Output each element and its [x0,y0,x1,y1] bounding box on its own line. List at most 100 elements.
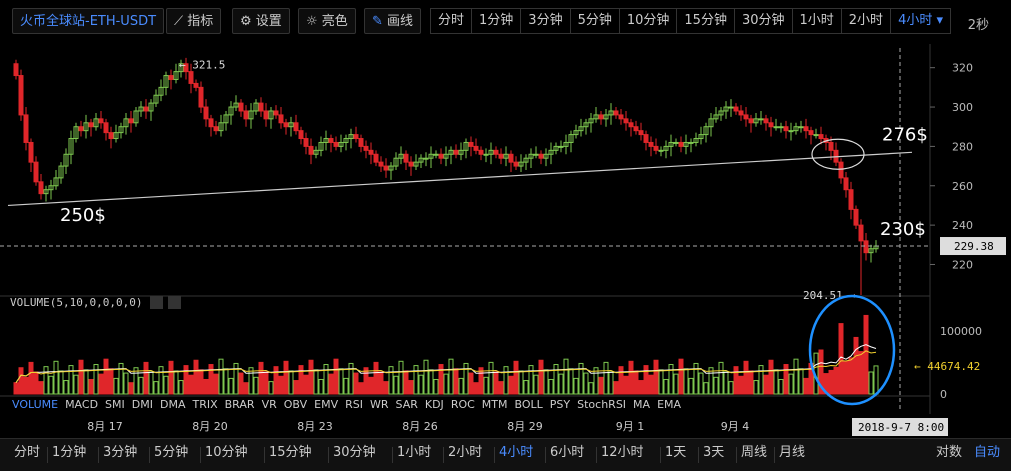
candle-body [273,110,279,116]
indicator-tab-kdj[interactable]: KDJ [424,398,444,411]
volume-bar [153,381,159,395]
period-3[interactable]: 5分钟 [154,445,189,460]
volume-bar [768,359,774,395]
period-2[interactable]: 3分钟 [103,445,138,460]
volume-bar [408,380,414,395]
indicator-tab-sar[interactable]: SAR [395,398,418,411]
timeframe-1[interactable]: 1分钟 [472,9,522,33]
top-toolbar: 火币全球站-ETH-USDT ⟋ 指标 ⚙ 设置 ☼ 亮色 ✎ 画线 分时 1分钟… [0,0,1011,44]
volume-bar [538,359,544,395]
period-10[interactable]: 6小时 [550,445,585,460]
period-separator [149,447,150,463]
symbol-selector[interactable]: 火币全球站-ETH-USDT [12,8,165,34]
indicator-tab-dma[interactable]: DMA [159,398,186,411]
indicator-tab-mtm[interactable]: MTM [481,398,508,411]
volume-bar [653,359,659,395]
indicator-tab-ma[interactable]: MA [633,398,651,411]
volume-ma10-line [15,350,877,383]
period-8[interactable]: 2小时 [448,445,483,460]
indicator-tab-obv[interactable]: OBV [283,398,308,411]
volume-bar [148,371,154,395]
candle-body [373,153,379,163]
sun-icon: ☼ [306,14,322,29]
period-7[interactable]: 1小时 [397,445,432,460]
volume-bar [688,377,694,395]
candle-body [268,110,274,120]
period-5[interactable]: 15分钟 [269,445,312,460]
candle-body [433,153,439,156]
candle-body [323,138,329,143]
indicator-tab-ema[interactable]: EMA [657,398,682,411]
indicator-tab-stochrsi[interactable]: StochRSI [577,398,627,411]
period-12[interactable]: 1天 [665,445,687,460]
volume-bar [523,380,529,395]
indicator-tab-boll[interactable]: BOLL [514,398,543,411]
indicator-tab-vr[interactable]: VR [261,398,277,411]
volume-bar [163,375,169,395]
volume-bar [448,358,454,395]
period-13[interactable]: 3天 [703,445,725,460]
timeframe-3[interactable]: 5分钟 [571,9,620,33]
brightness-button[interactable]: ☼ 亮色 [298,8,356,34]
volume-bar [108,368,114,395]
period-15[interactable]: 月线 [779,445,806,460]
indicator-tab-smi[interactable]: SMI [105,398,125,411]
high-label: ← 321.5 [179,59,225,72]
volume-bar [853,336,859,395]
timeframe-2[interactable]: 3分钟 [521,9,571,33]
timeframe-5[interactable]: 15分钟 [677,9,735,33]
timeframe-6[interactable]: 30分钟 [735,9,793,33]
volume-bar [718,361,724,395]
candle-body [233,102,239,108]
indicator-tab-rsi[interactable]: RSI [345,398,363,411]
volume-bar [508,375,514,395]
indicator-tab-macd[interactable]: MACD [65,398,99,411]
timeframe-7[interactable]: 1小时 [793,9,842,33]
volume-bar [728,381,734,395]
volume-bar [258,361,264,395]
volume-bar [193,359,199,395]
candle-body [338,141,344,147]
indicator-tab-brar[interactable]: BRAR [224,398,255,411]
timeframe-8[interactable]: 2小时 [842,9,892,33]
indicator-tab-dmi[interactable]: DMI [131,398,153,411]
period-9[interactable]: 4小时 [499,445,534,460]
kline-chart[interactable]: 220 240 260 280 300 320 229.38 ← 321.5 204.51 → 2… [0,44,1011,438]
volume-bar [713,376,719,395]
period-6[interactable]: 30分钟 [333,445,376,460]
draw-button[interactable]: ✎ 画线 [364,8,422,34]
period-4[interactable]: 10分钟 [205,445,248,460]
indicator-tab-wr[interactable]: WR [369,398,389,411]
volume-bar [753,380,759,395]
volume-bar [383,381,389,395]
indicator-tab-roc[interactable]: ROC [450,398,475,411]
candle-body [78,126,84,132]
timeframe-9[interactable]: 4小时 ▾ [898,13,943,28]
indicator-tab-trix[interactable]: TRIX [192,398,218,411]
candle-body [758,118,764,121]
period-14[interactable]: 周线 [741,445,768,460]
volume-bar [253,376,259,395]
indicators-button[interactable]: ⟋ 指标 [166,8,222,34]
period-1[interactable]: 1分钟 [52,445,87,460]
candle-body [393,157,399,167]
volume-bar [198,369,204,395]
settings-button[interactable]: ⚙ 设置 [232,8,290,34]
indicator-tab-volume[interactable]: VOLUME [12,398,59,411]
volume-bar [843,360,849,395]
indicator-tab-psy[interactable]: PSY [549,398,571,411]
indicator-tab-emv[interactable]: EMV [314,398,339,411]
volume-bar [548,378,554,395]
auto-scale-toggle[interactable]: 自动 [974,445,1001,460]
current-price-label: 229.38 [954,240,994,253]
candle-body [838,161,844,179]
period-11[interactable]: 12小时 [601,445,644,460]
candle-body [598,114,604,120]
volume-bar [628,360,634,395]
volume-bar [638,380,644,395]
timeframe-0[interactable]: 分时 [431,9,473,33]
period-0[interactable]: 分时 [14,445,41,460]
timeframe-4[interactable]: 10分钟 [620,9,678,33]
log-scale-toggle[interactable]: 对数 [936,445,963,460]
refresh-interval[interactable]: 2秒 [967,18,989,33]
